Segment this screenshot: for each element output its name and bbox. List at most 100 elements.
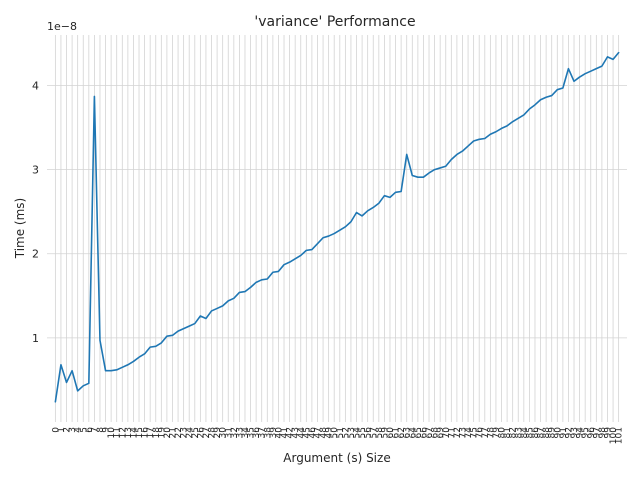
x-tick-label-72: 72 (453, 427, 463, 438)
x-tick-label-43: 43 (291, 427, 301, 438)
x-tick-label-79: 79 (492, 427, 502, 439)
x-tick-label-85: 85 (525, 427, 535, 438)
x-tick-label-88: 88 (542, 427, 552, 439)
x-tick-label-48: 48 (319, 427, 329, 439)
x-tick-label-13: 13 (124, 427, 134, 438)
x-tick-label-76: 76 (475, 427, 485, 439)
x-tick-label-82: 82 (509, 427, 519, 438)
x-tick-label-94: 94 (576, 427, 586, 439)
x-tick-label-5: 5 (79, 427, 89, 433)
x-tick-label-14: 14 (129, 427, 139, 439)
plot-area (47, 35, 627, 422)
y-tick-labels: 1 2 3 4 (32, 79, 39, 344)
x-tick-label-18: 18 (152, 427, 162, 439)
x-tick-label-35: 35 (247, 427, 257, 438)
x-axis-label: Argument (s) Size (283, 451, 390, 465)
series-group (54, 51, 620, 403)
x-tick-label-12: 12 (118, 427, 128, 438)
x-tick-label-51: 51 (336, 427, 346, 438)
x-tick-label-90: 90 (553, 427, 563, 439)
x-tick-label-65: 65 (414, 427, 424, 438)
x-tick-label-59: 59 (380, 427, 390, 439)
y-offset-label: 1e−8 (47, 20, 77, 33)
x-tick-label-26: 26 (196, 427, 206, 439)
x-tick-label-56: 56 (364, 427, 374, 439)
x-tick-label-66: 66 (419, 427, 429, 439)
x-tick-label-100: 100 (609, 427, 619, 444)
x-tick-label-47: 47 (313, 427, 323, 438)
x-tick-label-28: 28 (208, 427, 218, 439)
x-tick-label-71: 71 (447, 427, 457, 438)
x-tick-label-25: 25 (191, 427, 201, 438)
x-tick-label-53: 53 (347, 427, 357, 438)
x-tick-label-20: 20 (163, 427, 173, 439)
x-tick-label-22: 22 (174, 427, 184, 438)
x-tick-label-97: 97 (592, 427, 602, 438)
grid (47, 35, 627, 422)
x-tick-label-36: 36 (252, 427, 262, 439)
x-tick-label-7: 7 (90, 427, 100, 433)
x-tick-label-42: 42 (286, 427, 296, 438)
x-tick-label-10: 10 (107, 427, 117, 439)
x-tick-label-1: 1 (57, 427, 67, 433)
x-tick-label-55: 55 (358, 427, 368, 438)
x-tick-label-37: 37 (258, 427, 268, 438)
x-tick-label-52: 52 (341, 427, 351, 438)
x-tick-label-23: 23 (180, 427, 190, 438)
x-tick-label-15: 15 (135, 427, 145, 438)
x-tick-label-68: 68 (431, 427, 441, 439)
x-tick-label-101: 101 (615, 427, 625, 444)
series-line (54, 51, 620, 403)
x-tick-label-39: 39 (269, 427, 279, 439)
x-tick-label-50: 50 (330, 427, 340, 439)
x-tick-label-57: 57 (369, 427, 379, 438)
x-tick-label-83: 83 (514, 427, 524, 438)
x-tick-label-78: 78 (486, 427, 496, 439)
x-tick-label-2: 2 (63, 427, 73, 433)
x-tick-label-75: 75 (470, 427, 480, 438)
x-tick-label-91: 91 (559, 427, 569, 438)
x-tick-label-98: 98 (598, 427, 608, 439)
x-tick-label-77: 77 (481, 427, 491, 438)
x-tick-label-96: 96 (587, 427, 597, 439)
y-tick-label-1: 2 (32, 248, 39, 261)
x-tick-label-84: 84 (520, 427, 530, 439)
x-tick-label-40: 40 (274, 427, 284, 439)
x-tick-label-67: 67 (425, 427, 435, 438)
x-tick-label-41: 41 (280, 427, 290, 438)
x-tick-label-62: 62 (397, 427, 407, 438)
x-tick-label-89: 89 (548, 427, 558, 439)
x-tick-label-31: 31 (224, 427, 234, 438)
x-tick-label-32: 32 (230, 427, 240, 438)
x-tick-label-4: 4 (74, 427, 84, 433)
x-tick-label-21: 21 (168, 427, 178, 438)
x-tick-label-29: 29 (213, 427, 223, 439)
x-tick-label-16: 16 (141, 427, 151, 439)
x-tick-label-19: 19 (157, 427, 167, 439)
x-tick-label-80: 80 (498, 427, 508, 439)
x-tick-label-87: 87 (537, 427, 547, 438)
x-tick-label-81: 81 (503, 427, 513, 438)
x-tick-label-64: 64 (408, 427, 418, 439)
x-tick-label-0: 0 (51, 427, 61, 433)
x-tick-label-44: 44 (297, 427, 307, 439)
x-tick-label-11: 11 (113, 427, 123, 438)
x-tick-label-58: 58 (375, 427, 385, 439)
x-tick-label-24: 24 (185, 427, 195, 439)
x-tick-label-27: 27 (202, 427, 212, 438)
x-tick-label-33: 33 (235, 427, 245, 438)
x-tick-label-60: 60 (386, 427, 396, 439)
y-tick-label-3: 4 (32, 79, 39, 92)
x-tick-label-61: 61 (392, 427, 402, 438)
x-tick-label-30: 30 (219, 427, 229, 439)
y-axis-label: Time (ms) (13, 198, 27, 260)
x-tick-label-86: 86 (531, 427, 541, 439)
x-tick-label-38: 38 (263, 427, 273, 439)
x-tick-label-45: 45 (302, 427, 312, 438)
x-tick-label-93: 93 (570, 427, 580, 438)
x-tick-label-8: 8 (96, 427, 106, 433)
x-tick-label-17: 17 (146, 427, 156, 438)
x-tick-label-95: 95 (581, 427, 591, 438)
x-tick-label-70: 70 (442, 427, 452, 439)
